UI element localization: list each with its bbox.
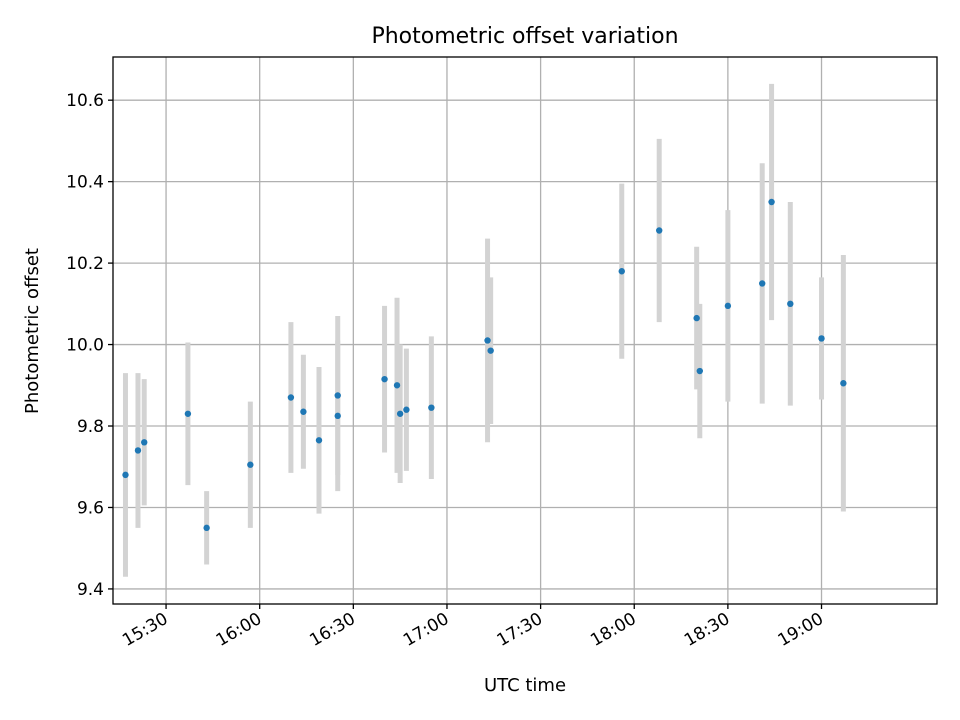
data-point: [787, 300, 794, 308]
x-tick-label: 18:30: [681, 609, 733, 651]
data-point: [618, 268, 625, 275]
data-point: [696, 367, 703, 375]
data-point: [840, 380, 847, 387]
data-point: [693, 314, 700, 322]
y-tick-label: 10.4: [66, 173, 104, 193]
data-point: [247, 461, 254, 468]
data-point: [122, 471, 129, 479]
data-point: [768, 198, 775, 206]
y-tick-label: 10.2: [66, 254, 104, 274]
data-point: [315, 437, 323, 444]
data-point: [724, 302, 732, 310]
x-tick-label: 17:00: [400, 609, 452, 651]
y-tick-label: 9.8: [77, 417, 104, 437]
data-point: [381, 375, 388, 383]
y-tick-label: 10.6: [66, 91, 104, 111]
data-point: [393, 382, 401, 389]
data-point: [487, 347, 494, 354]
data-point: [403, 406, 410, 413]
grid-layer: [113, 57, 937, 604]
data-point: [428, 404, 435, 411]
x-tick-label: 19:00: [775, 609, 827, 651]
y-tick-label: 9.4: [77, 580, 104, 600]
x-tick-label: 15:30: [119, 609, 171, 651]
plot-frame: [112, 56, 938, 605]
y-tick-label: 10.0: [66, 336, 104, 356]
data-point: [818, 335, 825, 342]
data-point: [656, 227, 663, 234]
data-point: [300, 408, 307, 415]
data-point: [203, 524, 210, 532]
y-axis-label: Photometric offset: [22, 248, 43, 414]
y-tick-label: 9.6: [77, 498, 104, 518]
data-point: [334, 412, 341, 420]
data-point: [759, 280, 766, 287]
errorbar-layer: [122, 83, 846, 577]
data-point: [287, 394, 295, 401]
x-tick-label: 17:30: [494, 609, 546, 651]
x-tick-label: 16:30: [306, 609, 358, 651]
data-point: [141, 439, 148, 446]
data-point: [396, 410, 404, 417]
data-point: [134, 447, 142, 454]
data-point: [334, 392, 341, 399]
chart-title: Photometric offset variation: [371, 24, 678, 49]
x-tick-label: 16:00: [213, 609, 265, 651]
data-point: [484, 337, 491, 344]
x-axis-label: UTC time: [484, 675, 566, 696]
data-point: [184, 410, 192, 417]
x-tick-label: 18:00: [587, 609, 639, 651]
marker-layer: [122, 198, 847, 532]
